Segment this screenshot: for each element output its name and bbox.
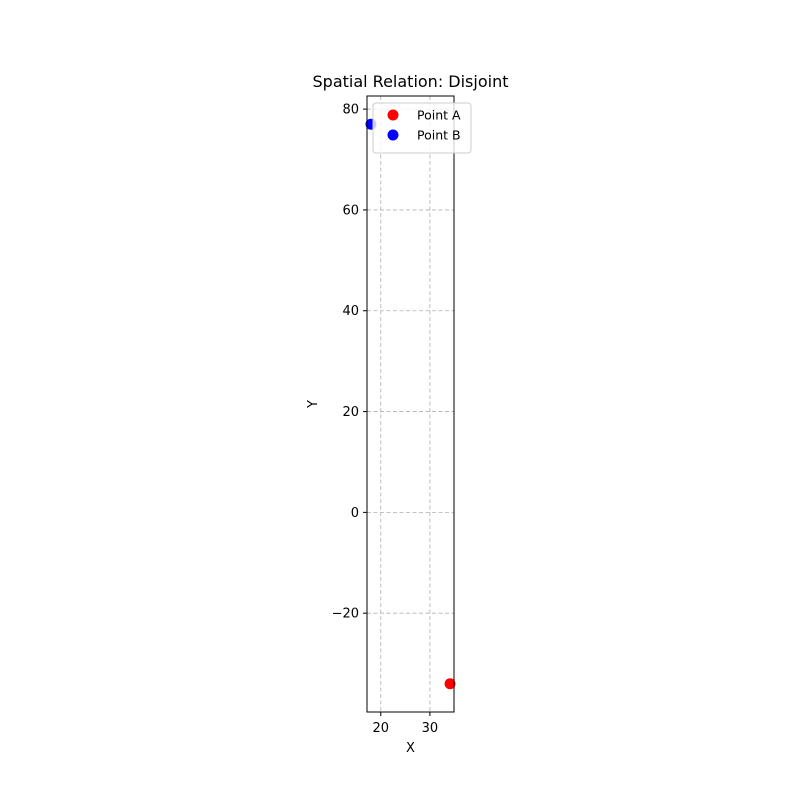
y-tick-label: 60 xyxy=(342,203,359,218)
y-tick-label: 40 xyxy=(342,304,359,319)
y-tick-label: −20 xyxy=(332,607,359,622)
y-tick-label: 20 xyxy=(342,405,359,420)
data-points xyxy=(365,118,456,690)
x-axis-label: X xyxy=(406,741,415,756)
y-tick-label: 80 xyxy=(342,103,359,118)
y-axis-label: Y xyxy=(306,400,321,409)
grid-lines xyxy=(367,96,454,712)
chart-title: Spatial Relation: Disjoint xyxy=(313,72,509,91)
data-point-point-a xyxy=(444,678,456,690)
plot-area-frame xyxy=(366,95,455,713)
axis-ticks: 20 30 −20 0 20 40 60 80 xyxy=(332,103,439,736)
x-tick-label: 30 xyxy=(422,721,439,736)
legend-marker xyxy=(387,129,399,141)
legend-marker xyxy=(387,109,399,121)
legend-entries: Point A Point B xyxy=(387,108,461,143)
legend-label: Point B xyxy=(417,128,461,143)
x-tick-label: 20 xyxy=(372,721,389,736)
legend-label: Point A xyxy=(417,108,461,123)
legend: Point A Point B xyxy=(372,102,472,154)
y-tick-label: 0 xyxy=(351,506,359,521)
